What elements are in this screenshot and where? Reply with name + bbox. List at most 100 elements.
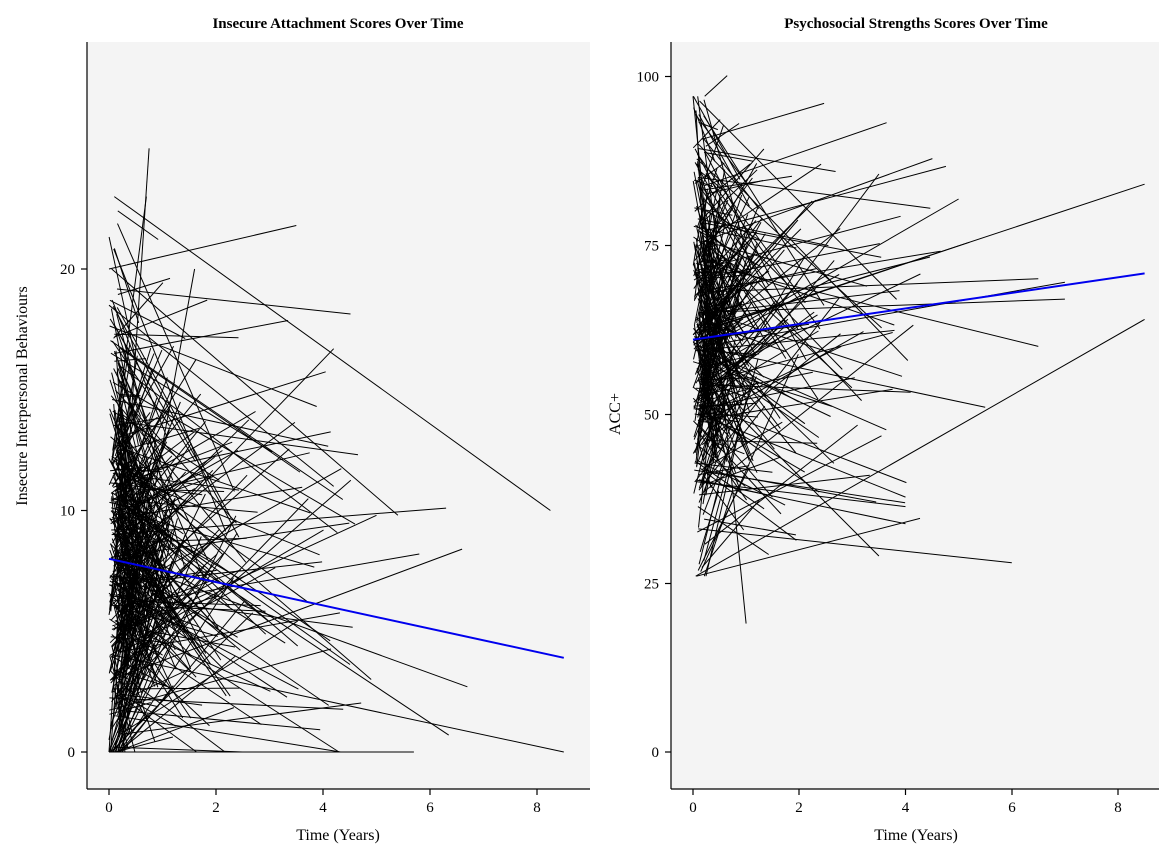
trajectory-line	[119, 488, 225, 492]
trajectory-line	[120, 567, 276, 654]
trajectory-line	[696, 153, 806, 304]
trajectory-line	[109, 325, 317, 407]
trajectory-line	[698, 528, 1012, 564]
y-tick-label: 10	[60, 504, 75, 520]
trajectory-line	[703, 259, 726, 264]
trajectory-line	[700, 364, 716, 454]
trajectory-line	[697, 435, 882, 533]
trend-line-group	[108, 557, 565, 659]
trajectory-line	[698, 241, 970, 334]
trajectory-line	[702, 102, 825, 140]
trajectory-line	[121, 518, 178, 718]
trajectory-line	[118, 460, 174, 523]
trajectory-line	[701, 499, 760, 568]
trajectory-line	[693, 194, 729, 277]
trajectory-line	[697, 147, 836, 172]
trajectory-line	[114, 558, 468, 688]
trajectory-line	[698, 413, 906, 498]
panel-insecure-attachment: Insecure Attachment Scores Over Time 0 1…	[14, 16, 590, 844]
x-axis-ticks: 0 2 4 6 8	[689, 789, 1122, 816]
trajectory-line	[699, 256, 931, 317]
trajectory-line	[109, 648, 332, 711]
x-tick-label: 2	[212, 800, 220, 816]
trajectory-line	[119, 561, 140, 573]
trajectory-line	[705, 288, 817, 395]
trajectory-line	[115, 715, 341, 753]
chart-title: Psychosocial Strengths Scores Over Time	[784, 16, 1048, 32]
trajectory-line	[705, 339, 736, 496]
trajectory-line	[112, 690, 197, 753]
trajectory-line	[109, 702, 151, 715]
trajectory-line	[117, 363, 174, 481]
trajectory-line	[703, 492, 733, 577]
x-tick-label: 4	[902, 800, 910, 816]
trajectory-line	[699, 490, 720, 553]
trajectory-line	[119, 600, 245, 753]
trajectory-line	[112, 305, 240, 538]
trajectory-line	[705, 235, 768, 344]
trajectory-line	[694, 188, 708, 301]
trajectory-line	[119, 348, 335, 572]
trajectory-line	[112, 601, 192, 719]
trajectory-line	[114, 654, 564, 753]
trajectory-line	[114, 320, 289, 354]
trajectory-line	[692, 96, 747, 624]
trajectory-line	[702, 412, 758, 418]
trajectory-line	[113, 459, 152, 525]
trajectory-line	[113, 411, 256, 495]
trajectory-line	[693, 251, 739, 281]
trajectory-line	[703, 366, 752, 461]
trajectory-line	[703, 249, 853, 389]
trajectory-line	[115, 446, 142, 505]
trajectory-line	[703, 138, 760, 210]
trajectory-line	[114, 299, 208, 338]
trajectory-line	[111, 196, 147, 463]
trajectory-line	[698, 353, 820, 438]
trajectory-line	[110, 340, 344, 500]
trajectory-lines	[692, 75, 1145, 624]
trajectory-line	[695, 481, 906, 508]
trajectory-line	[115, 489, 133, 594]
x-axis-ticks: 0 2 4 6 8	[105, 789, 541, 816]
trajectory-line	[114, 333, 239, 339]
trajectory-line	[109, 561, 323, 586]
trajectory-line	[703, 122, 887, 187]
trajectory-line	[699, 220, 757, 284]
trajectory-line	[114, 606, 340, 753]
trajectory-line	[705, 331, 864, 423]
trajectory-line	[117, 346, 175, 447]
trajectory-line	[700, 188, 770, 286]
trend-line-group	[692, 272, 1145, 341]
x-tick-label: 4	[319, 800, 327, 816]
trajectory-line	[124, 514, 377, 632]
trajectory-line	[118, 501, 207, 563]
trajectory-line	[705, 196, 750, 289]
trajectory-line	[108, 148, 150, 753]
trajectory-line	[108, 304, 335, 487]
trajectory-line	[111, 399, 329, 447]
trajectory-line	[110, 692, 139, 753]
trajectory-line	[108, 225, 297, 270]
trajectory-line	[110, 636, 164, 643]
x-tick-label: 8	[1114, 800, 1122, 816]
trajectory-line	[693, 420, 721, 450]
trend-line	[108, 557, 565, 659]
trajectory-line	[114, 445, 175, 631]
trajectory-line	[705, 123, 740, 147]
trend-line	[692, 272, 1145, 341]
trajectory-line	[119, 461, 372, 680]
trajectory-line	[703, 198, 959, 347]
trajectory-line	[705, 350, 806, 425]
trajectory-line	[108, 592, 193, 673]
x-tick-label: 2	[795, 800, 803, 816]
trajectory-line	[119, 500, 269, 622]
trajectory-line	[116, 557, 172, 611]
y-axis-ticks: 0 25 50 75 100	[637, 70, 671, 761]
trajectory-line	[703, 324, 914, 493]
trajectory-line	[111, 510, 449, 736]
trajectory-line	[121, 685, 174, 753]
trajectory-line	[702, 332, 715, 464]
trajectory-line	[109, 318, 196, 462]
trajectory-line	[119, 494, 165, 605]
trajectory-line	[112, 349, 163, 465]
